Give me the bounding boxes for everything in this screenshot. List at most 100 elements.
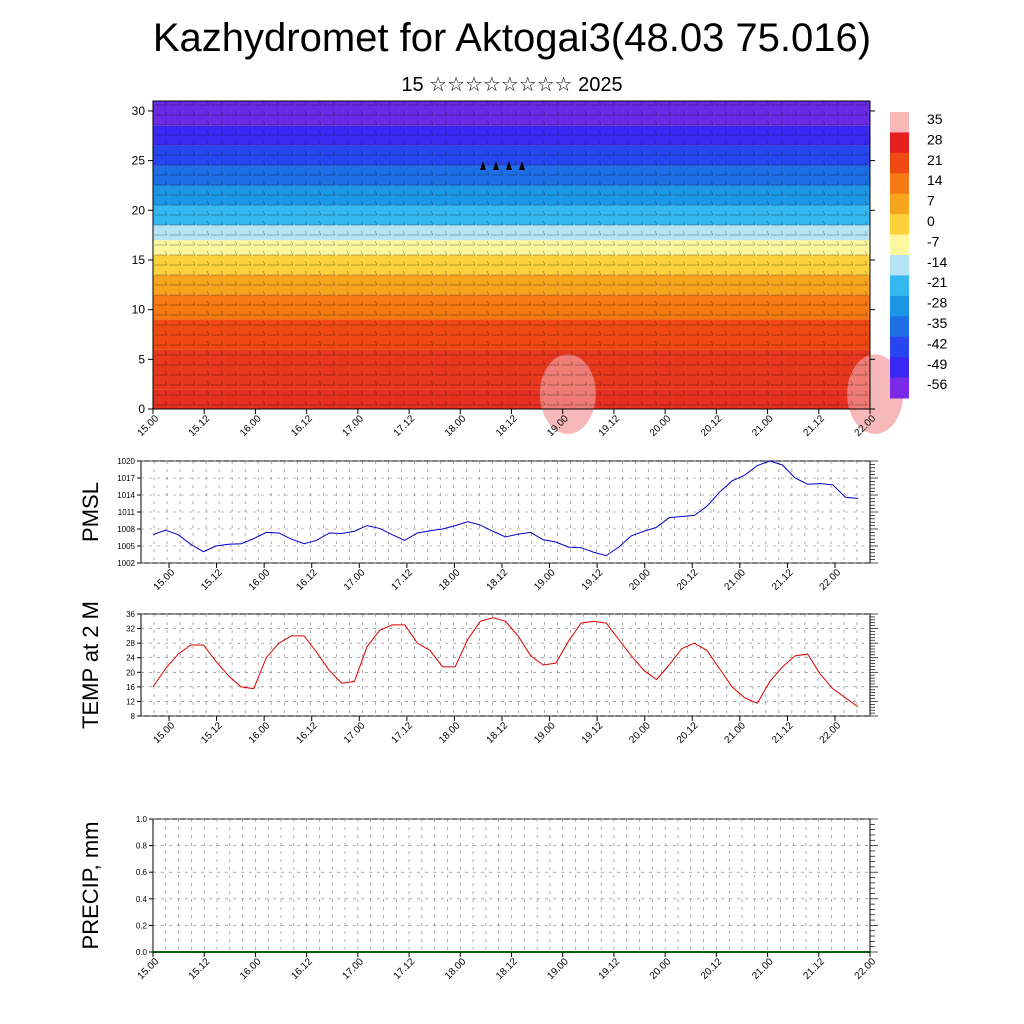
pmsl-x-tick-label: 19.00 <box>532 567 558 593</box>
heatmap-x-tick-label: 21.12 <box>801 413 827 439</box>
precip-y-tick-label: 0.0 <box>136 948 148 957</box>
colorbar-swatch <box>890 377 909 399</box>
temp-x-tick-label: 15.12 <box>199 720 225 746</box>
precip-x-tick-label: 20.00 <box>648 956 674 982</box>
temp-y-tick-label: 20 <box>126 668 135 677</box>
pmsl-x-tick-label: 19.12 <box>580 567 606 593</box>
pmsl-x-tick-label: 18.12 <box>485 567 511 593</box>
temp-x-tick-label: 16.00 <box>247 720 273 746</box>
precip-x-tick-label: 16.00 <box>238 956 264 982</box>
cloud-marker <box>480 161 486 170</box>
precip-panel: 0.0 0.2 0.4 0.6 0.8 1.0 PRECIP, mm 15.00 15.12 16… <box>78 815 878 982</box>
precip-x-tick-label: 22.00 <box>853 956 879 982</box>
pmsl-y-tick-label: 1005 <box>117 542 135 551</box>
precip-x-tick-label: 18.12 <box>494 956 520 982</box>
temp-x-tick-label: 17.12 <box>390 720 416 746</box>
heatmap-x-tick-label: 20.12 <box>699 413 725 439</box>
pmsl-y-axis-label: PMSL <box>78 482 103 542</box>
heatmap-x-tick-label: 21.00 <box>750 413 776 439</box>
temp-x-tick-label: 21.12 <box>770 720 796 746</box>
temp-x-tick-label: 19.00 <box>532 720 558 746</box>
temp-x-tick-label: 20.00 <box>627 720 653 746</box>
heatmap-x-tick-label: 17.12 <box>392 413 418 439</box>
colorbar-label: 28 <box>927 131 943 147</box>
temp-x-tick-label: 18.00 <box>437 720 463 746</box>
heatmap-y-tick-label: 10 <box>132 303 146 317</box>
chart-title: Kazhydromet for Aktogai3(48.03 75.016) <box>152 16 872 60</box>
temp-x-tick-label: 15.00 <box>152 720 178 746</box>
pmsl-x-tick-label: 18.00 <box>437 567 463 593</box>
colorbar-swatch <box>890 173 909 195</box>
pmsl-x-tick-label: 16.12 <box>294 567 320 593</box>
temp-series-line <box>152 617 859 708</box>
temp-y-tick-label: 16 <box>126 683 135 692</box>
temp-y-axis-label: TEMP at 2 M <box>78 601 103 729</box>
colorbar-swatch <box>890 316 909 338</box>
precip-x-tick-label: 20.12 <box>699 956 725 982</box>
temp-x-tick-label: 20.12 <box>675 720 701 746</box>
colorbar-label: 7 <box>927 193 935 209</box>
pmsl-x-tick-label: 15.00 <box>152 567 178 593</box>
colorbar-swatch <box>890 152 909 174</box>
cloud-marker <box>506 161 512 170</box>
colorbar-label: -35 <box>927 315 947 331</box>
heatmap-y-tick-label: 0 <box>138 402 145 416</box>
colorbar-swatch <box>890 112 909 133</box>
pmsl-x-tick-label: 20.00 <box>627 567 653 593</box>
colorbar-swatch <box>890 255 909 276</box>
heatmap-x-tick-label: 18.12 <box>494 413 520 439</box>
wind-barbs <box>153 101 870 409</box>
temp-y-tick-label: 32 <box>126 625 135 634</box>
temp-x-tick-label: 18.12 <box>485 720 511 746</box>
temp-2m-panel: 8 12 16 20 24 28 32 36 TEMP at 2 M 15.00 15.12 16.0… <box>78 601 878 746</box>
colorbar-label: 0 <box>927 213 935 229</box>
pmsl-x-tick-label: 22.00 <box>818 567 844 593</box>
heatmap-x-tick-label: 17.00 <box>341 413 367 439</box>
colorbar-label: -7 <box>927 233 940 249</box>
pmsl-y-tick-label: 1002 <box>117 559 135 568</box>
temperature-cross-section: 0 5 10 15 20 25 30 15.00 15.12 16.00 16.12 17.00 17.… <box>132 100 904 439</box>
colorbar-label: 35 <box>927 111 943 127</box>
precip-x-tick-label: 18.00 <box>443 956 469 982</box>
temp-x-tick-label: 22.00 <box>818 720 844 746</box>
colorbar-label: 14 <box>927 172 943 188</box>
colorbar-swatch <box>890 193 909 215</box>
precip-y-tick-label: 0.2 <box>136 921 148 930</box>
heatmap-x-tick-label: 16.00 <box>238 413 264 439</box>
precip-y-tick-label: 1.0 <box>136 815 148 824</box>
pmsl-x-tick-label: 15.12 <box>199 567 225 593</box>
colorbar: 35 28 21 14 7 0 -7 -14 -21 -28 -35 -42 -49 -56 <box>890 111 947 399</box>
precip-x-tick-label: 17.00 <box>341 956 367 982</box>
pmsl-x-tick-label: 20.12 <box>675 567 701 593</box>
cloud-marker <box>493 161 499 170</box>
temp-y-tick-label: 8 <box>131 712 136 721</box>
heatmap-y-tick-label: 20 <box>132 203 146 217</box>
pmsl-x-tick-label: 17.12 <box>390 567 416 593</box>
colorbar-label: -42 <box>927 335 947 351</box>
pmsl-x-tick-label: 21.12 <box>770 567 796 593</box>
colorbar-swatch <box>890 357 909 379</box>
pmsl-panel: 1002 1005 1008 1011 1014 1017 1020 PMSL 15.00 15.… <box>78 457 878 593</box>
precip-y-axis-label: PRECIP, mm <box>78 822 103 950</box>
colorbar-label: -49 <box>927 356 947 372</box>
heatmap-x-tick-label: 20.00 <box>648 413 674 439</box>
precip-y-tick-label: 0.6 <box>136 868 148 877</box>
pmsl-y-tick-label: 1017 <box>117 474 135 483</box>
temp-y-tick-label: 28 <box>126 639 135 648</box>
temp-x-tick-label: 19.12 <box>580 720 606 746</box>
precip-x-tick-label: 16.12 <box>289 956 315 982</box>
pmsl-y-tick-label: 1008 <box>117 525 135 534</box>
heatmap-y-tick-label: 30 <box>132 104 146 118</box>
pmsl-y-tick-label: 1011 <box>118 508 136 517</box>
precip-x-tick-label: 19.12 <box>597 956 623 982</box>
heatmap-x-tick-label: 15.12 <box>187 413 213 439</box>
temp-y-tick-label: 24 <box>126 654 135 663</box>
pmsl-series-line <box>152 460 859 557</box>
pmsl-x-tick-label: 21.00 <box>723 567 749 593</box>
heatmap-y-tick-label: 25 <box>132 154 146 168</box>
colorbar-label: 21 <box>927 152 943 168</box>
precip-x-tick-label: 15.00 <box>136 956 162 982</box>
temp-x-tick-label: 16.12 <box>294 720 320 746</box>
precip-x-tick-label: 17.12 <box>392 956 418 982</box>
precip-x-tick-label: 21.00 <box>750 956 776 982</box>
